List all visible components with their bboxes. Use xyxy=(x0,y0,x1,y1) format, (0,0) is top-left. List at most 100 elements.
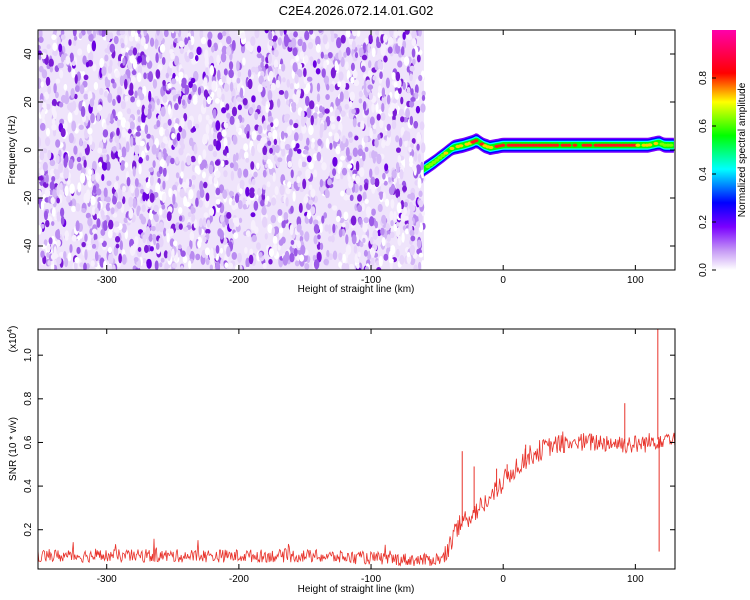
noise-blob xyxy=(38,225,42,235)
noise-blob xyxy=(236,77,241,84)
noise-blob xyxy=(87,127,93,135)
noise-blob xyxy=(371,47,376,58)
noise-blob xyxy=(272,41,277,50)
noise-blob xyxy=(395,135,400,143)
colorbar-tick-label: 0.6 xyxy=(698,119,709,133)
noise-blob xyxy=(83,74,89,81)
noise-blob xyxy=(50,197,55,205)
noise-blob xyxy=(77,48,83,56)
noise-blob xyxy=(196,46,202,56)
noise-blob xyxy=(354,51,359,59)
noise-blob xyxy=(49,159,56,167)
noise-blob xyxy=(191,59,197,65)
noise-blob xyxy=(46,244,51,252)
noise-blob xyxy=(84,233,88,242)
noise-blob xyxy=(148,103,152,110)
noise-blob xyxy=(225,103,230,111)
noise-blob xyxy=(201,171,206,179)
noise-blob xyxy=(229,162,234,169)
noise-blob xyxy=(376,153,382,165)
noise-blob xyxy=(272,35,278,41)
noise-blob xyxy=(224,160,229,166)
noise-blob xyxy=(331,205,338,211)
colorbar-ticks: 0.0 0.2 0.4 0.6 0.8 xyxy=(698,71,716,277)
noise-blob xyxy=(186,155,192,166)
noise-blob xyxy=(237,252,242,264)
noise-blob xyxy=(59,62,64,69)
noise-blob xyxy=(327,203,332,209)
noise-blob xyxy=(97,104,103,112)
noise-blob xyxy=(295,55,299,62)
noise-blob xyxy=(46,252,50,258)
noise-blob xyxy=(112,195,117,205)
noise-blob xyxy=(369,116,375,126)
snr-axes: -300 -200 -100 0 100 0.2 0.4 0.6 0.8 1.0 xyxy=(23,329,675,585)
noise-blob xyxy=(231,199,236,206)
noise-blob xyxy=(117,149,122,158)
noise-blob xyxy=(102,129,109,138)
noise-blob xyxy=(370,256,375,267)
noise-blob xyxy=(291,104,297,113)
noise-blob xyxy=(414,84,419,95)
noise-blob xyxy=(156,119,161,128)
noise-blob xyxy=(137,65,143,75)
noise-blob xyxy=(180,117,185,128)
noise-blob xyxy=(183,112,188,122)
noise-blob xyxy=(88,51,94,63)
noise-blob xyxy=(47,260,52,266)
noise-blob xyxy=(211,45,215,53)
noise-blob xyxy=(289,224,294,236)
noise-blob xyxy=(409,229,415,237)
noise-blob xyxy=(190,30,195,38)
noise-blob xyxy=(414,92,419,100)
noise-blob xyxy=(404,228,410,235)
noise-blob xyxy=(420,142,426,154)
noise-blob xyxy=(344,103,349,110)
noise-blob xyxy=(60,127,66,138)
noise-blob xyxy=(163,209,167,217)
noise-blob xyxy=(236,96,243,102)
noise-blob xyxy=(72,39,77,47)
noise-blob xyxy=(415,105,421,114)
noise-blob xyxy=(221,30,227,37)
noise-blob xyxy=(406,34,413,40)
noise-blob xyxy=(334,60,338,71)
noise-blob xyxy=(372,229,378,241)
noise-blob xyxy=(197,86,202,96)
noise-blob xyxy=(250,36,256,47)
noise-blob xyxy=(285,197,289,207)
noise-blob xyxy=(296,223,302,233)
noise-blob xyxy=(254,66,259,75)
noise-blob xyxy=(398,137,403,148)
noise-blob xyxy=(330,30,334,36)
noise-blob xyxy=(319,178,324,188)
noise-blob xyxy=(107,92,113,104)
noise-blob xyxy=(211,80,217,91)
noise-blob xyxy=(310,32,316,40)
noise-blob xyxy=(212,131,217,140)
noise-blob xyxy=(192,94,198,105)
noise-blob xyxy=(360,120,365,130)
noise-blob xyxy=(184,84,190,95)
signal-core xyxy=(431,160,437,164)
noise-blob xyxy=(56,197,60,204)
noise-blob xyxy=(320,51,324,59)
noise-blob xyxy=(396,78,402,89)
noise-blob xyxy=(99,57,105,69)
noise-blob xyxy=(88,168,93,176)
noise-blob xyxy=(116,86,123,97)
noise-blob xyxy=(385,223,390,230)
noise-blob xyxy=(328,224,332,235)
noise-blob xyxy=(332,168,337,177)
noise-blob xyxy=(295,143,300,149)
noise-blob xyxy=(86,30,92,36)
noise-blob xyxy=(53,253,59,259)
noise-blob xyxy=(97,147,103,154)
noise-blob xyxy=(67,112,73,123)
noise-blob xyxy=(167,249,171,262)
noise-blob xyxy=(100,190,105,202)
noise-blob xyxy=(83,159,87,168)
noise-blob xyxy=(141,54,145,66)
noise-blob xyxy=(222,149,228,156)
noise-blob xyxy=(397,154,402,163)
